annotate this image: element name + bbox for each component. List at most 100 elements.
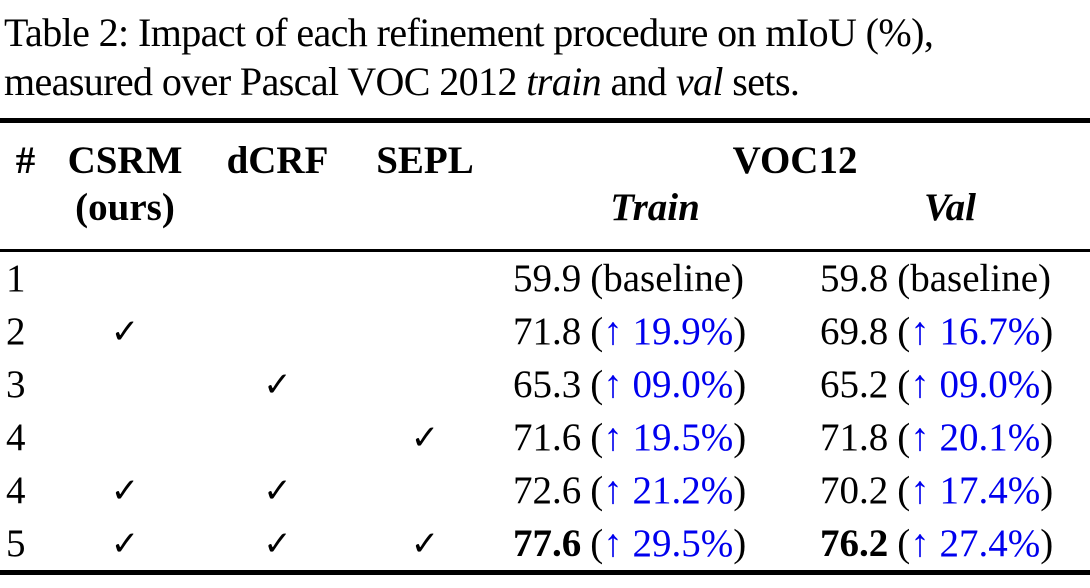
train-delta: ↑ 19.5% bbox=[603, 416, 734, 459]
dcrf-checkmark: ✓ bbox=[263, 470, 292, 511]
caption-line1: Table 2: Impact of each refinement proce… bbox=[4, 10, 934, 55]
header-row-1: # CSRM dCRF SEPL VOC12 bbox=[0, 121, 1090, 184]
train-delta: ↑ 29.5% bbox=[603, 522, 734, 565]
header-num: # bbox=[15, 139, 36, 182]
dcrf-checkmark bbox=[205, 305, 350, 358]
sepl-checkmark bbox=[350, 464, 500, 517]
table-header: # CSRM dCRF SEPL VOC12 (ours) Train Val bbox=[0, 121, 1090, 252]
sepl-checkmark bbox=[350, 305, 500, 358]
val-score: 76.2 bbox=[820, 522, 889, 565]
paren-open: ( bbox=[590, 522, 604, 565]
val-delta: baseline bbox=[910, 257, 1039, 300]
paren-close: ) bbox=[733, 522, 747, 565]
caption-line2-mid: and bbox=[601, 59, 676, 104]
table-row: 2 ✓ 71.8 (↑ 19.9%) 69.8 (↑ 16.7%) bbox=[0, 305, 1090, 358]
val-score: 69.8 bbox=[820, 310, 889, 353]
row-number: 2 bbox=[6, 310, 26, 353]
csrm-checkmark: ✓ bbox=[110, 311, 140, 352]
paren-close: ) bbox=[1040, 522, 1054, 565]
train-score: 59.9 bbox=[513, 257, 582, 300]
train-score: 71.6 bbox=[513, 416, 582, 459]
table-row: 1 59.9 (baseline) 59.8 (baseline) bbox=[0, 251, 1090, 306]
table-body: 1 59.9 (baseline) 59.8 (baseline) 2 ✓ 71.8… bbox=[0, 251, 1090, 575]
csrm-checkmark bbox=[45, 411, 205, 464]
dcrf-checkmark: ✓ bbox=[263, 364, 292, 405]
dcrf-checkmark bbox=[205, 411, 350, 464]
val-result: 65.2 (↑ 09.0%) bbox=[810, 358, 1090, 411]
header-spacer bbox=[350, 183, 500, 252]
val-delta: ↑ 27.4% bbox=[910, 522, 1041, 565]
train-result: 77.6 (↑ 29.5%) bbox=[500, 517, 810, 575]
caption-line2-post: sets. bbox=[722, 59, 800, 104]
row-number: 4 bbox=[6, 469, 26, 512]
sepl-checkmark bbox=[350, 251, 500, 306]
val-result: 71.8 (↑ 20.1%) bbox=[810, 411, 1090, 464]
caption-line2-pre: measured over Pascal VOC 2012 bbox=[4, 59, 527, 104]
table-row: 3 ✓ 65.3 (↑ 09.0%) 65.2 (↑ 09.0%) bbox=[0, 358, 1090, 411]
paren-open: ( bbox=[897, 522, 911, 565]
val-result: 70.2 (↑ 17.4%) bbox=[810, 464, 1090, 517]
dcrf-checkmark bbox=[205, 251, 350, 306]
csrm-checkmark: ✓ bbox=[110, 470, 140, 511]
train-result: 59.9 (baseline) bbox=[500, 251, 810, 306]
train-score: 77.6 bbox=[513, 522, 582, 565]
header-csrm-sub: (ours) bbox=[45, 183, 205, 252]
paren-close: ) bbox=[733, 416, 747, 459]
train-result: 65.3 (↑ 09.0%) bbox=[500, 358, 810, 411]
header-train: Train bbox=[500, 183, 810, 252]
paren-open: ( bbox=[897, 469, 911, 512]
val-score: 71.8 bbox=[820, 416, 889, 459]
table-row: 4 ✓ 71.6 (↑ 19.5%) 71.8 (↑ 20.1%) bbox=[0, 411, 1090, 464]
header-dcrf: dCRF bbox=[226, 139, 329, 182]
table-row: 4 ✓ ✓ 72.6 (↑ 21.2%) 70.2 (↑ 17.4%) bbox=[0, 464, 1090, 517]
val-result: 69.8 (↑ 16.7%) bbox=[810, 305, 1090, 358]
paren-close: ) bbox=[731, 257, 745, 300]
paren-close: ) bbox=[1040, 469, 1054, 512]
csrm-checkmark bbox=[45, 358, 205, 411]
paren-open: ( bbox=[590, 363, 604, 406]
val-score: 70.2 bbox=[820, 469, 889, 512]
paren-close: ) bbox=[1040, 310, 1054, 353]
header-voc12-group: VOC12 bbox=[732, 139, 858, 182]
table-row: 5 ✓ ✓ ✓ 77.6 (↑ 29.5%) 76.2 (↑ 27.4%) bbox=[0, 517, 1090, 575]
paren-close: ) bbox=[1040, 363, 1054, 406]
row-number: 4 bbox=[6, 416, 26, 459]
train-result: 71.6 (↑ 19.5%) bbox=[500, 411, 810, 464]
paren-open: ( bbox=[897, 416, 911, 459]
paren-close: ) bbox=[1040, 416, 1054, 459]
train-score: 65.3 bbox=[513, 363, 582, 406]
train-delta: ↑ 09.0% bbox=[603, 363, 734, 406]
csrm-checkmark: ✓ bbox=[45, 517, 205, 575]
val-delta: ↑ 09.0% bbox=[910, 363, 1041, 406]
sepl-checkmark bbox=[350, 358, 500, 411]
header-val: Val bbox=[810, 183, 1090, 252]
table-caption: Table 2: Impact of each refinement proce… bbox=[0, 0, 1090, 106]
header-spacer bbox=[205, 183, 350, 252]
val-delta: ↑ 16.7% bbox=[910, 310, 1041, 353]
row-number: 5 bbox=[0, 517, 45, 575]
train-score: 71.8 bbox=[513, 310, 582, 353]
caption-val-word: val bbox=[675, 59, 724, 104]
train-delta: ↑ 21.2% bbox=[603, 469, 734, 512]
sepl-checkmark: ✓ bbox=[410, 417, 440, 458]
paren-open: ( bbox=[590, 310, 604, 353]
results-table: # CSRM dCRF SEPL VOC12 (ours) Train Val … bbox=[0, 118, 1090, 575]
train-result: 72.6 (↑ 21.2%) bbox=[500, 464, 810, 517]
train-delta: baseline bbox=[603, 257, 732, 300]
paren-open: ( bbox=[897, 257, 911, 300]
paren-open: ( bbox=[897, 310, 911, 353]
paren-close: ) bbox=[733, 363, 747, 406]
paren-close: ) bbox=[733, 469, 747, 512]
paren-close: ) bbox=[733, 310, 747, 353]
val-delta: ↑ 20.1% bbox=[910, 416, 1041, 459]
dcrf-checkmark: ✓ bbox=[205, 517, 350, 575]
paren-open: ( bbox=[590, 416, 604, 459]
paren-open: ( bbox=[590, 257, 604, 300]
val-score: 65.2 bbox=[820, 363, 889, 406]
val-delta: ↑ 17.4% bbox=[910, 469, 1041, 512]
train-result: 71.8 (↑ 19.9%) bbox=[500, 305, 810, 358]
paren-open: ( bbox=[897, 363, 911, 406]
header-row-2: (ours) Train Val bbox=[0, 183, 1090, 252]
header-spacer bbox=[0, 183, 45, 252]
header-csrm: CSRM bbox=[67, 139, 183, 182]
